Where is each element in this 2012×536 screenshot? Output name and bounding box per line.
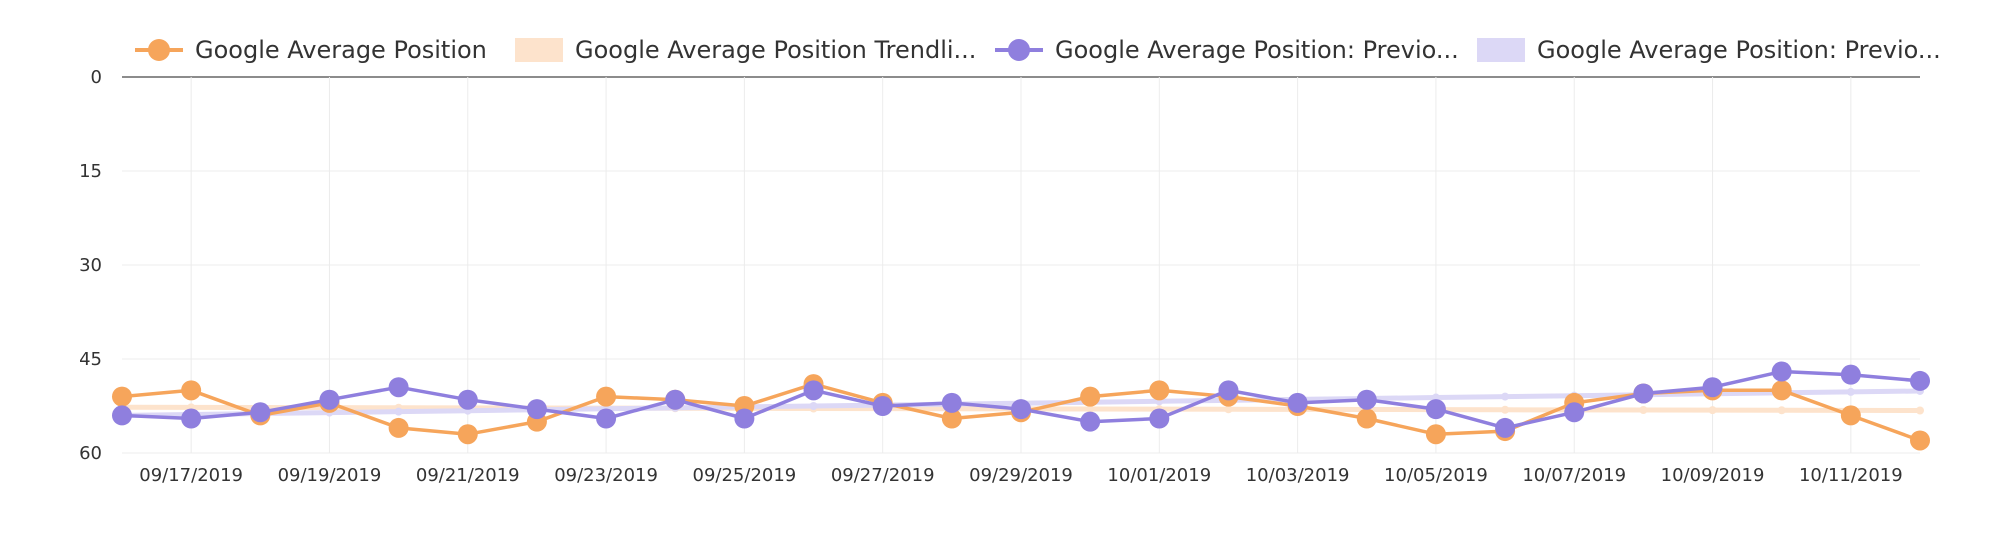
data-point[interactable] bbox=[1287, 392, 1308, 413]
trendline-point bbox=[1501, 392, 1510, 401]
trendline-point bbox=[1916, 406, 1924, 415]
x-tick-label: 10/01/2019 bbox=[1107, 465, 1211, 486]
data-point[interactable] bbox=[250, 402, 271, 423]
legend-label: Google Average Position: Previo... bbox=[1055, 36, 1459, 64]
data-point[interactable] bbox=[457, 424, 478, 445]
x-tick-label: 09/23/2019 bbox=[554, 465, 658, 486]
data-point[interactable] bbox=[1080, 386, 1101, 407]
data-point[interactable] bbox=[1771, 380, 1792, 401]
trendline-point bbox=[1708, 406, 1717, 415]
data-point[interactable] bbox=[1011, 399, 1031, 420]
x-tick-label: 09/17/2019 bbox=[139, 465, 243, 486]
data-point[interactable] bbox=[388, 377, 409, 398]
data-point[interactable] bbox=[872, 396, 893, 416]
x-tick-label: 10/09/2019 bbox=[1661, 465, 1765, 486]
data-point[interactable] bbox=[1910, 430, 1930, 451]
x-tick-label: 09/19/2019 bbox=[278, 465, 382, 486]
data-point[interactable] bbox=[1425, 424, 1446, 445]
trendline-point bbox=[1501, 405, 1510, 414]
data-point[interactable] bbox=[734, 408, 755, 429]
data-point[interactable] bbox=[1149, 408, 1170, 429]
trendline-point bbox=[1086, 405, 1095, 414]
data-point[interactable] bbox=[1356, 408, 1377, 429]
x-tick-label: 09/27/2019 bbox=[831, 465, 935, 486]
data-point[interactable] bbox=[1771, 361, 1792, 382]
data-point[interactable] bbox=[526, 399, 547, 420]
x-tick-label: 09/21/2019 bbox=[416, 465, 520, 486]
trendline-point bbox=[1224, 405, 1233, 414]
y-tick-label: 15 bbox=[79, 161, 102, 182]
legend-item-1[interactable]: Google Average Position Trendli... bbox=[515, 36, 976, 64]
data-point[interactable] bbox=[1564, 402, 1585, 423]
y-tick-label: 60 bbox=[79, 443, 102, 464]
data-point[interactable] bbox=[1425, 399, 1446, 420]
data-point[interactable] bbox=[1080, 411, 1101, 432]
x-tick-label: 10/07/2019 bbox=[1522, 465, 1626, 486]
y-tick-label: 30 bbox=[79, 255, 102, 276]
data-point[interactable] bbox=[596, 386, 617, 407]
legend-swatch bbox=[515, 38, 563, 62]
trendline-point bbox=[1777, 406, 1786, 415]
x-tick-label: 10/03/2019 bbox=[1246, 465, 1350, 486]
chart-gridlines bbox=[122, 76, 1920, 454]
data-point[interactable] bbox=[941, 392, 962, 413]
trendline-point bbox=[394, 407, 403, 416]
data-point[interactable] bbox=[319, 389, 340, 410]
legend-item-3[interactable]: Google Average Position: Previo... bbox=[1477, 36, 1941, 64]
legend-label: Google Average Position bbox=[195, 36, 487, 64]
data-point[interactable] bbox=[1218, 380, 1239, 401]
data-point[interactable] bbox=[1910, 370, 1930, 391]
data-point[interactable] bbox=[1840, 405, 1861, 426]
data-point[interactable] bbox=[596, 408, 617, 429]
legend-label: Google Average Position Trendli... bbox=[575, 36, 976, 64]
legend-marker bbox=[1008, 39, 1030, 61]
legend-item-0[interactable]: Google Average Position bbox=[135, 36, 487, 64]
data-point[interactable] bbox=[1495, 417, 1516, 438]
data-point[interactable] bbox=[1633, 383, 1654, 404]
data-point[interactable] bbox=[181, 408, 202, 429]
data-point[interactable] bbox=[388, 417, 409, 438]
data-point[interactable] bbox=[457, 389, 478, 410]
data-point[interactable] bbox=[112, 405, 132, 426]
legend-marker bbox=[148, 39, 170, 61]
data-point[interactable] bbox=[112, 386, 132, 407]
x-tick-label: 10/05/2019 bbox=[1384, 465, 1488, 486]
data-point[interactable] bbox=[181, 380, 202, 401]
y-axis: 0 15 30 45 60 bbox=[79, 67, 102, 464]
data-point[interactable] bbox=[803, 380, 824, 401]
legend-label: Google Average Position: Previo... bbox=[1537, 36, 1941, 64]
data-point[interactable] bbox=[1356, 389, 1377, 410]
data-point[interactable] bbox=[1840, 364, 1861, 385]
series-line-2 bbox=[112, 361, 1930, 438]
trendline-point bbox=[1639, 406, 1648, 415]
y-tick-label: 45 bbox=[79, 349, 102, 370]
legend-item-2[interactable]: Google Average Position: Previo... bbox=[995, 36, 1459, 64]
data-point[interactable] bbox=[1149, 380, 1170, 401]
x-tick-label: 09/29/2019 bbox=[969, 465, 1073, 486]
y-tick-label: 0 bbox=[91, 67, 102, 88]
trendline-point bbox=[809, 402, 818, 410]
chart-legend[interactable]: Google Average Position Google Average Po… bbox=[135, 36, 1941, 64]
legend-swatch bbox=[1477, 38, 1525, 62]
trendline-point bbox=[1846, 387, 1855, 396]
x-tick-label: 09/25/2019 bbox=[693, 465, 797, 486]
data-point[interactable] bbox=[1702, 377, 1723, 398]
x-axis: 09/17/2019 09/19/2019 09/21/2019 09/23/2019… bbox=[139, 465, 1902, 486]
x-tick-label: 10/11/2019 bbox=[1799, 465, 1903, 486]
chart-series bbox=[112, 361, 1930, 451]
data-point[interactable] bbox=[941, 408, 962, 429]
data-point[interactable] bbox=[665, 389, 686, 410]
